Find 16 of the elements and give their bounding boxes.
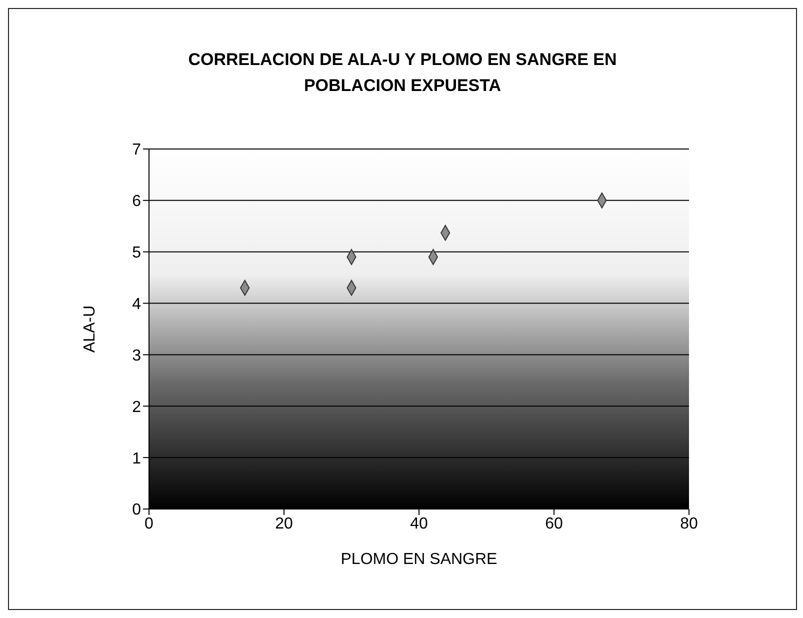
y-tick-label: 1 bbox=[132, 450, 142, 468]
chart-title: CORRELACION DE ALA-U Y PLOMO EN SANGRE EN POBLACION EXPUESTA bbox=[187, 49, 618, 97]
y-tick-label: 0 bbox=[132, 502, 142, 519]
y-tick-label: 7 bbox=[132, 142, 142, 159]
x-tick-label: 60 bbox=[545, 515, 563, 532]
x-tick-label: 40 bbox=[410, 515, 428, 532]
y-tick-label: 4 bbox=[132, 296, 142, 313]
x-tick-label: 80 bbox=[680, 515, 698, 532]
y-tick-label: 3 bbox=[132, 347, 142, 364]
y-tick-label: 2 bbox=[132, 398, 142, 416]
y-tick-label: 6 bbox=[132, 193, 142, 210]
y-tick-label: 5 bbox=[132, 244, 142, 262]
x-tick-label: 0 bbox=[144, 515, 154, 532]
x-axis-title: PLOMO EN SANGRE bbox=[340, 551, 498, 568]
y-axis-title: ALA-U bbox=[82, 305, 99, 353]
x-tick-label: 20 bbox=[275, 515, 293, 532]
